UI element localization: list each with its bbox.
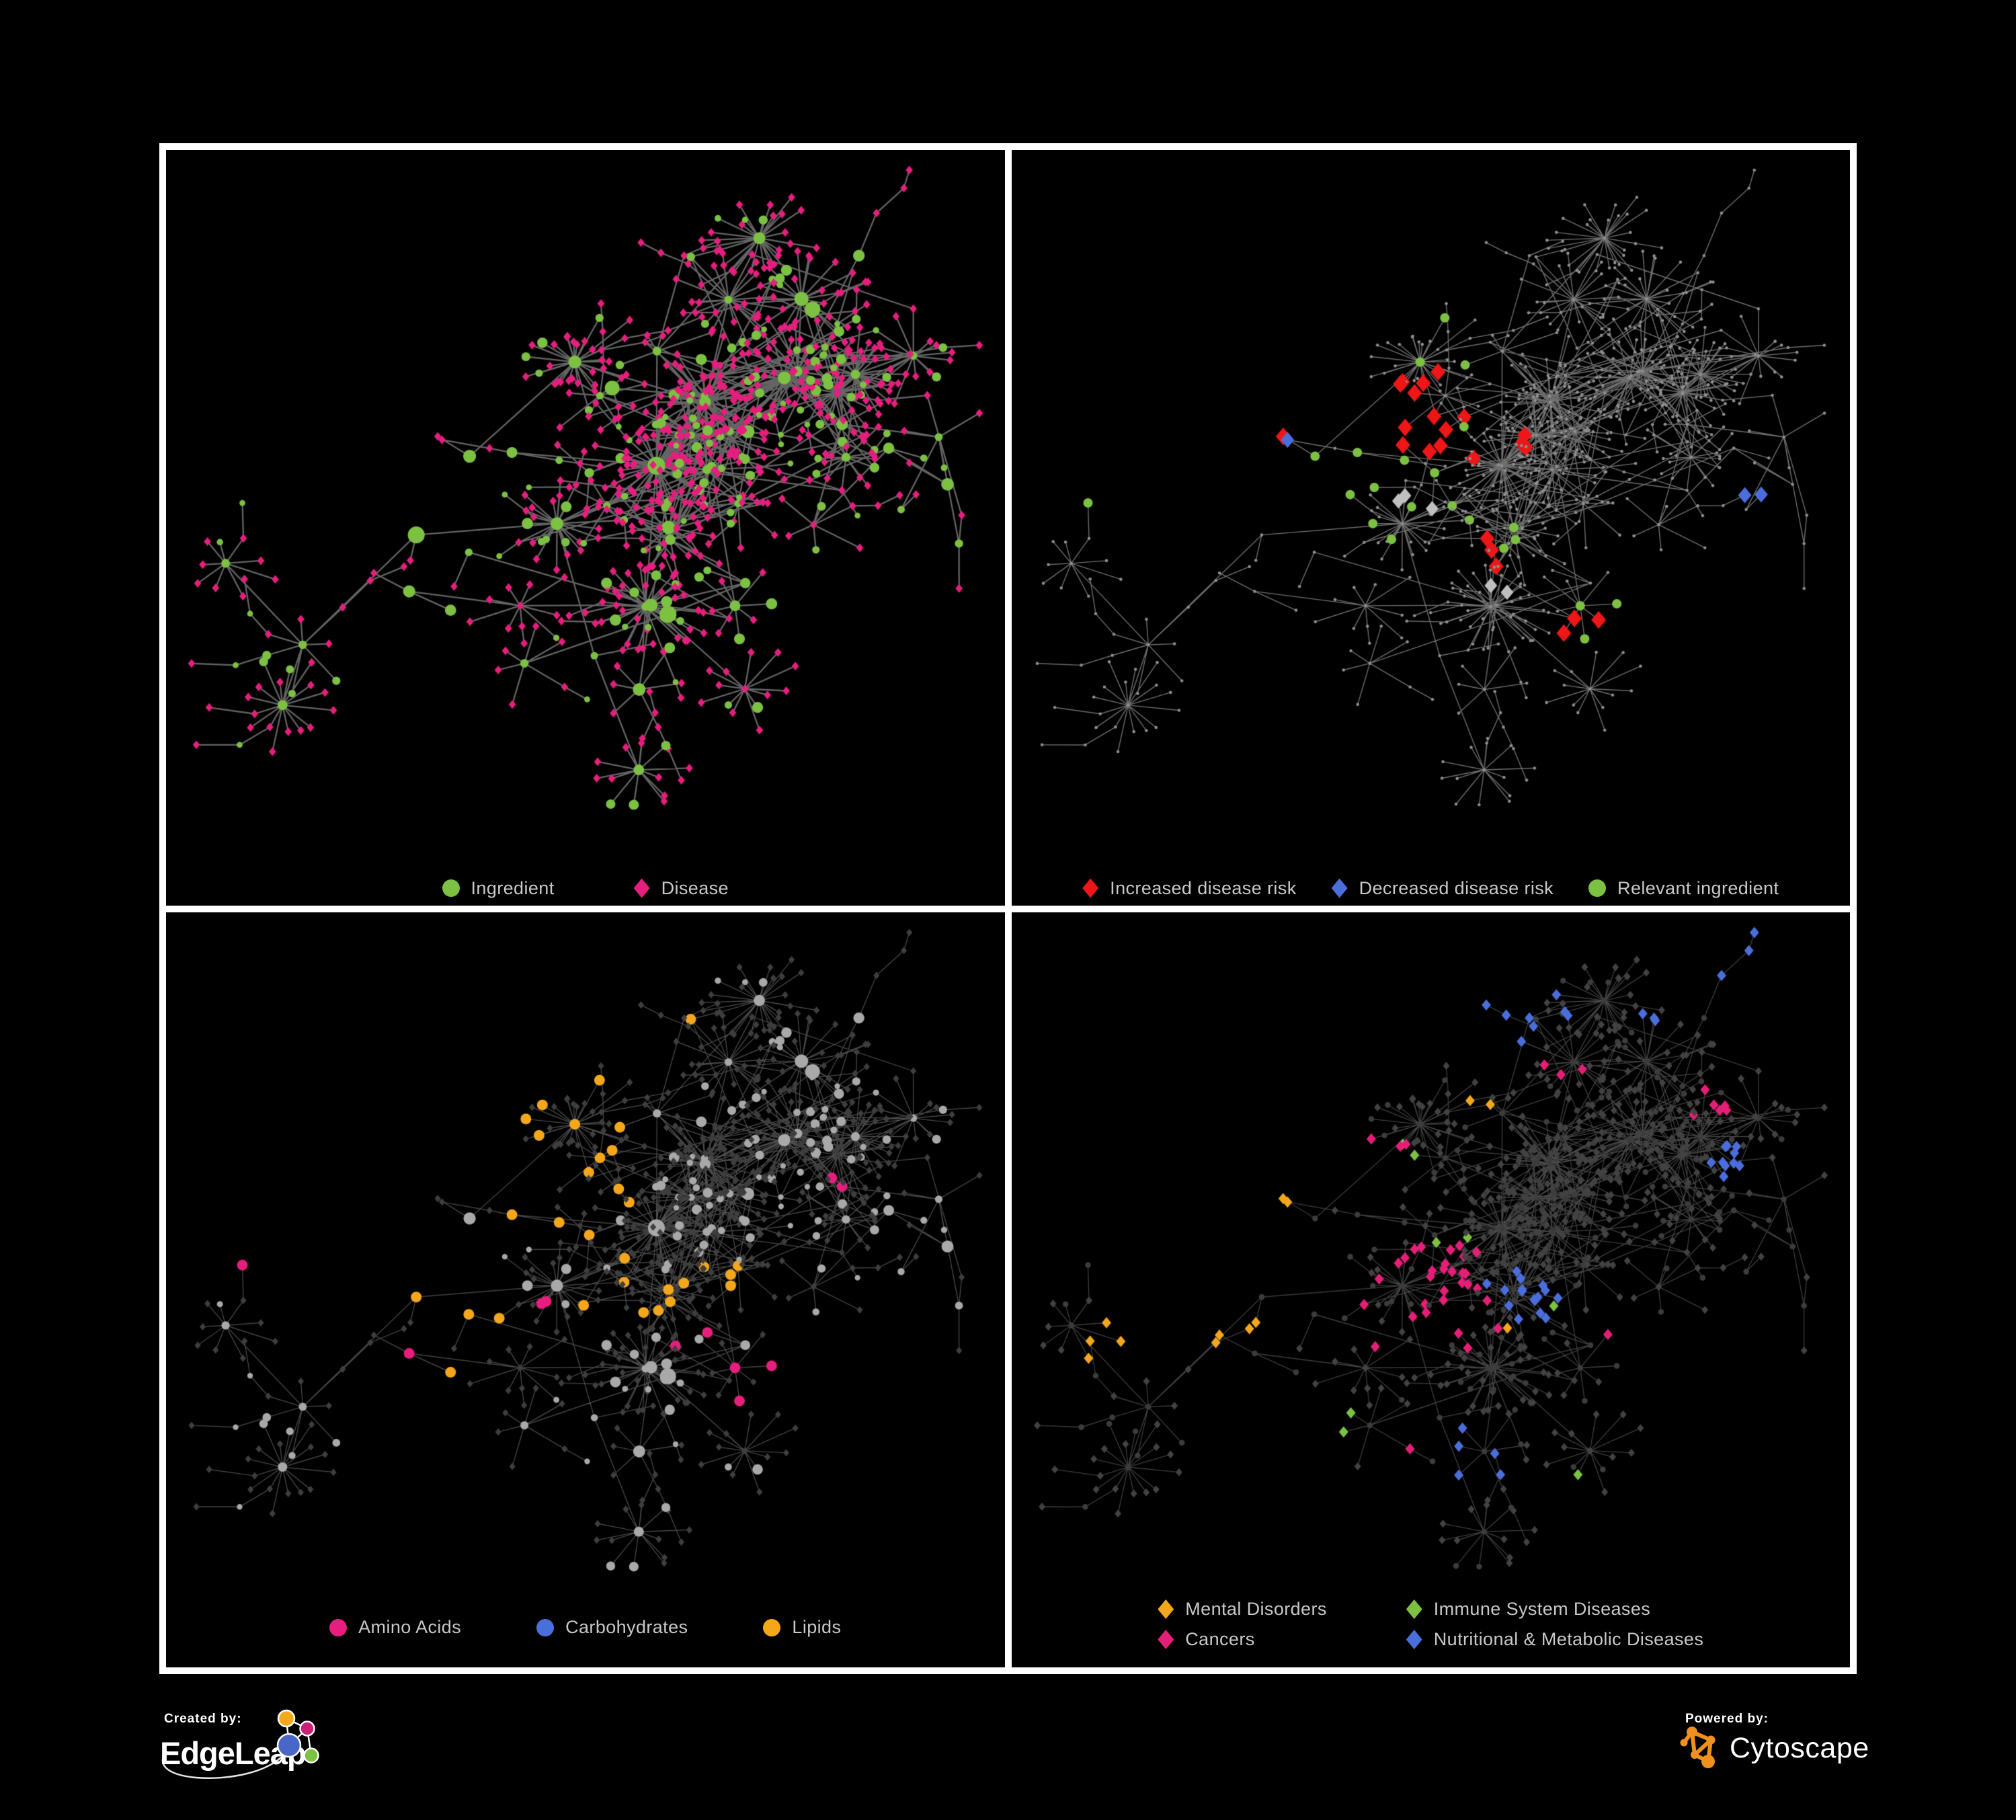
network-canvas-disease-risk bbox=[1011, 150, 1850, 906]
powered-by-label: Powered by: bbox=[1685, 1712, 1769, 1726]
cytoscape-wordmark: Cytoscape bbox=[1730, 1732, 1869, 1764]
cytoscape-branding: Powered by: Cytoscape bbox=[1676, 1704, 1878, 1784]
legend-item: Immune System Diseases bbox=[1406, 1599, 1703, 1620]
created-by-label: Created by: bbox=[164, 1712, 242, 1726]
panels-grid: Ingredient Disease Increased disease ris… bbox=[159, 143, 1857, 1674]
disease-diamond-icon bbox=[633, 878, 650, 898]
legend-label: Decreased disease risk bbox=[1359, 877, 1554, 898]
legend-item: Disease bbox=[633, 877, 729, 899]
legend-label: Carbohydrates bbox=[565, 1617, 688, 1637]
legend-label: Immune System Diseases bbox=[1433, 1599, 1651, 1619]
legend-item: Amino Acids bbox=[329, 1617, 461, 1638]
panel-metabolite-classes: Amino Acids Carbohydrates Lipids bbox=[166, 912, 1005, 1667]
network-canvas-metabolite-classes bbox=[166, 912, 1005, 1667]
edgeleap-branding: Created by: EdgeLeap bbox=[155, 1704, 343, 1798]
legend-label: Nutritional & Metabolic Diseases bbox=[1433, 1629, 1704, 1649]
immune-system-diamond-icon bbox=[1406, 1599, 1422, 1619]
legend-item: Increased disease risk bbox=[1082, 878, 1296, 899]
legend-item: Nutritional & Metabolic Diseases bbox=[1406, 1629, 1703, 1650]
legend-item: Mental Disorders bbox=[1158, 1599, 1326, 1620]
legend-label: Increased disease risk bbox=[1110, 877, 1297, 898]
legend-item: Ingredient bbox=[442, 878, 555, 899]
relevant-ingredient-circle-icon bbox=[1588, 879, 1607, 897]
legend-item: Carbohydrates bbox=[536, 1617, 688, 1638]
cancers-diamond-icon bbox=[1158, 1630, 1174, 1649]
carbohydrates-circle-icon bbox=[536, 1618, 555, 1636]
edgeleap-logo-icon bbox=[161, 1709, 319, 1779]
legend-label: Mental Disorders bbox=[1185, 1599, 1327, 1619]
cytoscape-logo-icon bbox=[1680, 1727, 1716, 1768]
legend-item: Lipids bbox=[763, 1617, 841, 1638]
panel-disease-classes: Mental Disorders Immune System Diseases … bbox=[1011, 912, 1851, 1667]
legend-disease-risk: Increased disease risk Decreased disease… bbox=[1012, 878, 1851, 899]
network-canvas-ingredient-disease bbox=[166, 150, 1005, 906]
mental-disorders-diamond-icon bbox=[1158, 1599, 1174, 1619]
ingredient-circle-icon bbox=[442, 879, 460, 897]
legend-metabolite-classes: Amino Acids Carbohydrates Lipids bbox=[166, 1617, 1005, 1638]
legend-label: Cancers bbox=[1185, 1629, 1255, 1649]
legend-label: Relevant ingredient bbox=[1617, 877, 1779, 898]
legend-ingredient-disease: Ingredient Disease bbox=[166, 878, 1005, 899]
nutritional-metabolic-diamond-icon bbox=[1406, 1630, 1422, 1649]
lipids-circle-icon bbox=[763, 1618, 781, 1636]
decreased-risk-diamond-icon bbox=[1331, 878, 1348, 898]
legend-label: Amino Acids bbox=[358, 1617, 462, 1637]
panel-disease-risk: Increased disease risk Decreased disease… bbox=[1011, 150, 1851, 906]
legend-item: Cancers bbox=[1158, 1629, 1326, 1650]
amino-acids-circle-icon bbox=[329, 1618, 348, 1636]
increased-risk-diamond-icon bbox=[1082, 878, 1099, 898]
panel-ingredient-disease: Ingredient Disease bbox=[166, 150, 1005, 906]
legend-item: Decreased disease risk bbox=[1331, 877, 1554, 899]
legend-disease-classes: Mental Disorders Immune System Diseases … bbox=[1012, 1599, 1851, 1650]
legend-label: Ingredient bbox=[471, 877, 555, 898]
network-canvas-disease-classes bbox=[1011, 912, 1850, 1667]
legend-label: Disease bbox=[661, 877, 729, 898]
legend-label: Lipids bbox=[792, 1617, 842, 1637]
legend-item: Relevant ingredient bbox=[1588, 878, 1779, 899]
